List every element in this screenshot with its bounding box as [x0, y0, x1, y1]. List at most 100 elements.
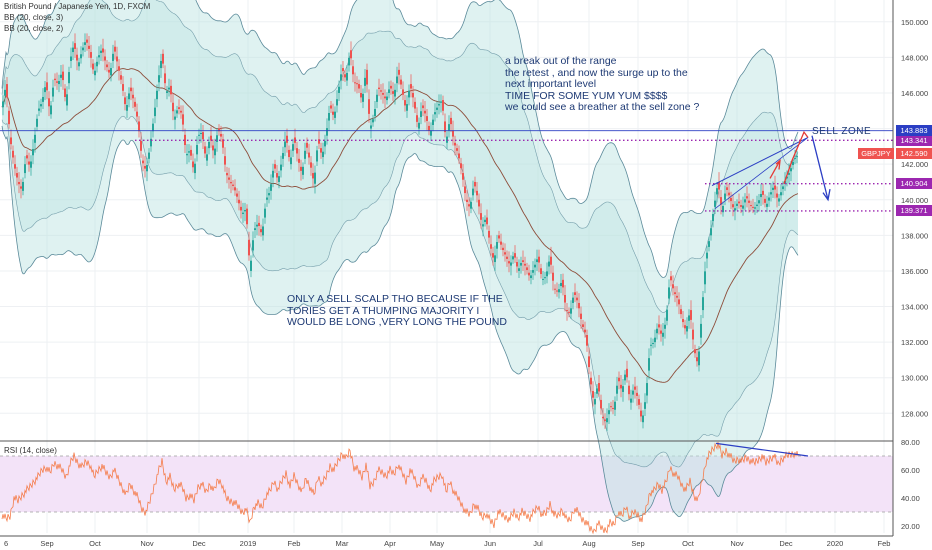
candle-body [528, 272, 530, 276]
candle-body [674, 292, 676, 295]
candle-body [348, 57, 350, 66]
rsi-legend[interactable]: RSI (14, close) [4, 446, 57, 455]
candle-body [432, 119, 434, 126]
candle-body [460, 163, 462, 169]
candle-body [406, 104, 408, 111]
candle-body [394, 89, 396, 97]
price-tick-label: 134.000 [901, 303, 928, 312]
candle-body [118, 66, 120, 71]
candle-body [734, 208, 736, 211]
middle-annotation[interactable]: ONLY A SELL SCALP THO BECAUSE IF THE TOR… [287, 293, 507, 328]
candle-body [494, 255, 496, 263]
top-annotation[interactable]: a break out of the range the retest , an… [505, 55, 700, 113]
candle-body [170, 85, 172, 95]
candle-body [312, 173, 314, 179]
candle-body [20, 186, 22, 189]
candle-body [328, 113, 330, 121]
candle-body [162, 53, 164, 64]
candle-body [576, 297, 578, 301]
candle-body [624, 374, 626, 381]
candle-body [632, 390, 634, 395]
candle-body [652, 343, 654, 345]
candle-body [478, 199, 480, 207]
candle-body [304, 150, 306, 159]
candle-body [62, 71, 64, 81]
bb3-legend[interactable]: BB (20, close, 3) [4, 13, 64, 22]
candle-body [52, 87, 54, 97]
candle-body [56, 81, 58, 83]
candle-body [764, 198, 766, 203]
candle-body [594, 399, 596, 405]
candle-body [228, 177, 230, 180]
candle-body [266, 197, 268, 200]
candle-body [678, 299, 680, 305]
x-tick-label: 2019 [240, 539, 257, 548]
bb2-line [1, 115, 799, 468]
candle-body [344, 74, 346, 78]
candle-body [256, 224, 258, 227]
candle-body [220, 133, 222, 137]
candle-body [718, 181, 720, 190]
candle-body [662, 332, 664, 337]
candle-body [480, 213, 482, 220]
x-tick-label: May [430, 539, 444, 548]
candle-body [82, 47, 84, 51]
candle-body [726, 187, 728, 190]
candle-body [108, 69, 110, 73]
candle-body [258, 222, 260, 227]
candle-body [484, 219, 486, 222]
candle-body [102, 48, 104, 53]
x-tick-label: Mar [336, 539, 349, 548]
horizontal-levels [0, 130, 893, 212]
candle-body [572, 297, 574, 303]
candle-body [128, 93, 130, 100]
rsi-tick-label: 20.00 [901, 522, 920, 531]
candle-body [28, 161, 30, 165]
candle-body [358, 84, 360, 89]
candle-body [482, 224, 484, 227]
candle-body [40, 104, 42, 107]
candle-body [104, 56, 106, 61]
candle-body [768, 197, 770, 201]
candle-body [396, 76, 398, 84]
candle-body [422, 105, 424, 109]
candle-body [778, 198, 780, 202]
candle-body [58, 80, 60, 85]
level-price-label: 143.883 [896, 125, 932, 137]
sell-zone-label[interactable]: SELL ZONE [812, 126, 872, 137]
candle-body [86, 39, 88, 43]
candle-body [642, 415, 644, 423]
candle-body [684, 325, 686, 329]
candle-body [296, 148, 298, 154]
candle-body [204, 146, 206, 154]
candle-body [106, 64, 108, 68]
candle-body [532, 270, 534, 273]
candle-body [578, 302, 580, 309]
candle-body [442, 100, 444, 111]
candle-body [742, 205, 744, 209]
candle-body [66, 94, 68, 106]
candle-body [458, 153, 460, 159]
candle-body [598, 383, 600, 392]
candle-body [314, 172, 316, 184]
candle-body [368, 99, 370, 114]
candle-body [602, 416, 604, 419]
candle-body [114, 46, 116, 52]
candle-body [376, 94, 378, 102]
candle-body [614, 401, 616, 410]
bb2-legend[interactable]: BB (20, close, 2) [4, 24, 64, 33]
candle-body [730, 197, 732, 202]
candle-body [772, 187, 774, 190]
candle-body [538, 256, 540, 263]
candle-body [72, 47, 74, 53]
price-tick-label: 140.000 [901, 196, 928, 205]
candle-body [132, 94, 134, 99]
candle-body [54, 78, 56, 81]
candle-body [254, 228, 256, 231]
candle-body [690, 310, 692, 320]
candle-body [188, 151, 190, 153]
candle-body [8, 110, 10, 125]
candle-body [124, 97, 126, 105]
candle-body [116, 56, 118, 62]
